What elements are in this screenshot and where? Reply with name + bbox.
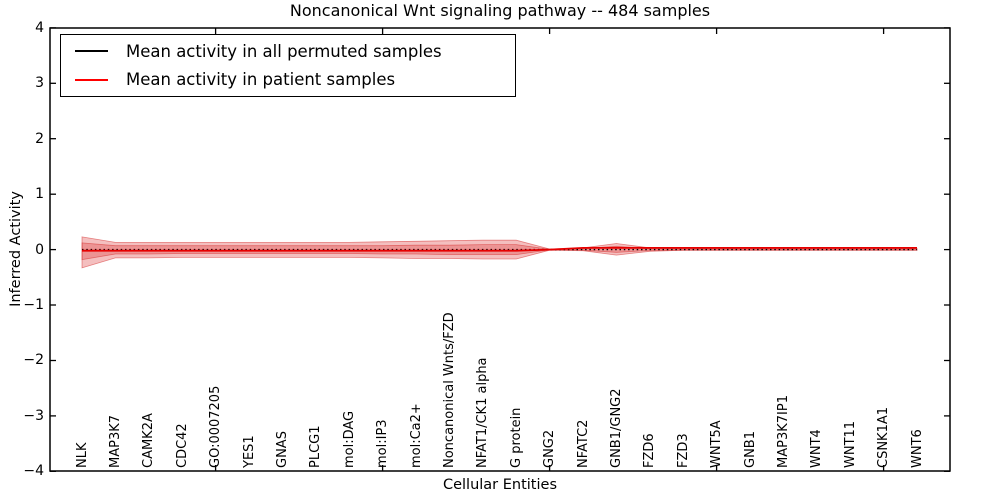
x-category-label: mol:DAG bbox=[341, 410, 357, 468]
x-category-label: GNAS bbox=[274, 431, 290, 468]
x-category-label: NFATC2 bbox=[575, 419, 591, 468]
x-category-label: GNB1 bbox=[742, 431, 758, 468]
x-category-label: WNT4 bbox=[809, 429, 825, 468]
x-category-label: GNB1/GNG2 bbox=[608, 388, 624, 468]
x-category-label: WNT11 bbox=[842, 420, 858, 468]
x-category-label: MAP3K7 bbox=[107, 414, 123, 468]
legend: Mean activity in all permuted samples Me… bbox=[60, 34, 516, 97]
x-category-label: NFAT1/CK1 alpha bbox=[475, 357, 491, 468]
x-category-label: PLCG1 bbox=[308, 425, 324, 468]
x-category-label: CAMK2A bbox=[141, 413, 157, 468]
x-category-label: FZD3 bbox=[675, 433, 691, 468]
y-tick-label: 4 bbox=[35, 19, 44, 36]
y-tick-label: −3 bbox=[23, 407, 44, 424]
y-tick-label: 3 bbox=[35, 75, 44, 92]
x-category-label: WNT6 bbox=[909, 429, 925, 468]
x-category-label: FZD6 bbox=[642, 433, 658, 468]
x-category-label: WNT5A bbox=[709, 420, 725, 468]
patient-mean-line bbox=[82, 246, 917, 252]
x-category-label: G protein bbox=[508, 407, 524, 468]
y-tick-label: 1 bbox=[35, 186, 44, 203]
legend-label-permuted: Mean activity in all permuted samples bbox=[126, 41, 442, 61]
x-category-label: CSNK1A1 bbox=[876, 406, 892, 468]
x-category-label: NLK bbox=[74, 442, 90, 469]
legend-item-patient: Mean activity in patient samples bbox=[61, 66, 515, 94]
chart-title: Noncanonical Wnt signaling pathway -- 48… bbox=[289, 1, 711, 20]
x-category-label: mol:IP3 bbox=[375, 419, 391, 468]
patient-line-swatch bbox=[75, 78, 108, 81]
permuted-line-swatch bbox=[75, 50, 108, 53]
y-tick-label: 2 bbox=[35, 130, 44, 147]
legend-item-permuted: Mean activity in all permuted samples bbox=[61, 37, 515, 65]
x-category-label: GO:0007205 bbox=[208, 385, 224, 468]
x-category-label: MAP3K7IP1 bbox=[775, 395, 791, 468]
x-category-label: YES1 bbox=[241, 435, 257, 468]
x-category-label: GNG2 bbox=[542, 429, 558, 468]
legend-label-patient: Mean activity in patient samples bbox=[126, 70, 396, 90]
x-category-label: mol:Ca2+ bbox=[408, 403, 424, 468]
y-tick-label: 0 bbox=[35, 241, 44, 258]
x-axis-label: Cellular Entities bbox=[442, 477, 558, 493]
y-tick-label: −4 bbox=[23, 463, 44, 480]
y-tick-label: −1 bbox=[23, 297, 44, 314]
x-category-label: CDC42 bbox=[174, 423, 190, 468]
x-category-label: Noncanonical Wnts/FZD bbox=[441, 312, 457, 468]
y-tick-label: −2 bbox=[23, 352, 44, 369]
